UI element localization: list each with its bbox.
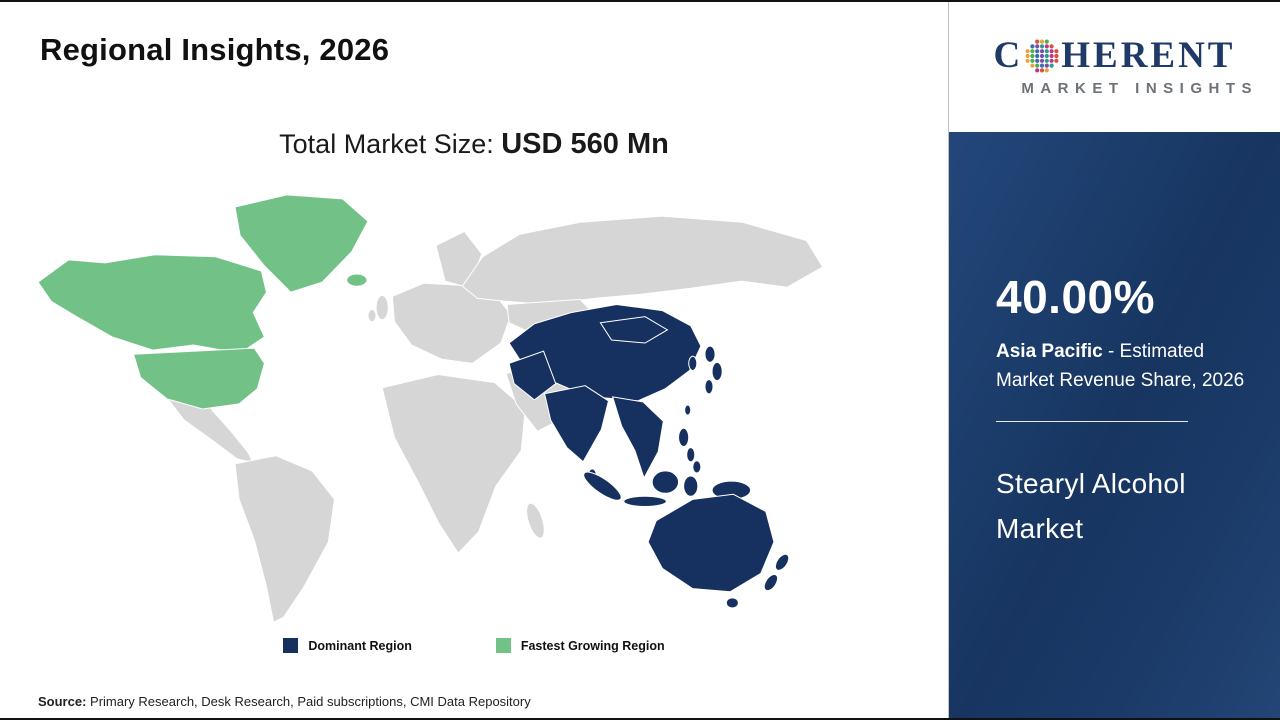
map-philippines-3 [692, 460, 702, 474]
map-region-north-america [37, 194, 369, 410]
map-japan-3 [704, 379, 714, 395]
total-market-size-label: Total Market Size: [279, 129, 502, 159]
region-name: Asia Pacific [996, 341, 1103, 362]
map-taiwan [684, 404, 692, 416]
fastest-growing-region-swatch [495, 638, 511, 653]
map-korea [688, 355, 698, 371]
map-region-rest-of-world [165, 215, 824, 623]
left-content-area: Regional Insights, 2026 Total Market Siz… [0, 2, 948, 718]
map-australia [647, 493, 775, 593]
map-madagascar [526, 502, 545, 539]
source-text: Primary Research, Desk Research, Paid su… [86, 694, 531, 709]
logo-letters-herent: HERENT [1061, 35, 1236, 76]
right-panel: C HERENT MARKET INSIGHTS 40.00% Asia Pac… [948, 2, 1280, 718]
world-map [32, 184, 844, 632]
dominant-region-label: Dominant Region [308, 638, 412, 653]
brand-logo: C HERENT MARKET INSIGHTS [949, 2, 1280, 132]
map-mongolia [599, 316, 669, 344]
source-label: Source: [38, 694, 87, 709]
map-borneo [651, 470, 680, 494]
map-southeast-asia [611, 396, 664, 480]
revenue-share-caption: Asia Pacific - Estimated Market Revenue … [996, 338, 1246, 395]
logo-globe-icon [1024, 38, 1060, 74]
dominant-region-swatch [283, 638, 299, 653]
legend-item-growing: Fastest Growing Region [495, 638, 665, 653]
map-canada-alaska [37, 254, 268, 354]
market-name: Stearyl Alcohol Market [996, 468, 1186, 544]
map-philippines-2 [686, 447, 696, 463]
map-region-asia-pacific [508, 303, 790, 609]
map-pakistan-afghanistan [508, 350, 557, 401]
total-market-size-value: USD 560 Mn [501, 128, 669, 160]
map-india [543, 385, 610, 463]
map-europe [391, 282, 512, 364]
map-sumatra [583, 471, 622, 501]
fastest-growing-region-label: Fastest Growing Region [520, 638, 665, 653]
map-usa [132, 347, 265, 410]
map-iceland [346, 273, 368, 287]
map-tasmania [725, 597, 739, 609]
panel-divider [996, 421, 1188, 422]
logo-letter-c: C [993, 35, 1024, 76]
region-description: - Estimated Market Revenue Share, 2026 [996, 341, 1245, 391]
logo-wordmark: C HERENT [994, 37, 1236, 74]
map-japan-1 [704, 345, 716, 363]
map-greenland [234, 194, 369, 293]
map-uk [375, 294, 389, 321]
map-africa [381, 373, 526, 554]
legend-item-dominant: Dominant Region [283, 638, 412, 653]
map-java [623, 495, 667, 507]
map-south-america [234, 455, 336, 623]
map-sulawesi [683, 475, 699, 497]
map-new-zealand-south [763, 574, 779, 592]
map-new-zealand-north [774, 553, 790, 571]
map-ireland [367, 309, 377, 323]
logo-subtext: MARKET INSIGHTS [1021, 80, 1258, 97]
world-map-svg [37, 194, 824, 623]
panel-content: 40.00% Asia Pacific - Estimated Market R… [996, 270, 1246, 552]
source-line: Source: Primary Research, Desk Research,… [38, 694, 531, 709]
total-market-size-line: Total Market Size: USD 560 Mn [0, 128, 948, 161]
map-philippines-1 [678, 427, 690, 448]
map-japan-2 [711, 361, 723, 382]
legend: Dominant Region Fastest Growing Region [0, 638, 948, 653]
map-russia [461, 215, 824, 305]
revenue-share-percent: 40.00% [996, 271, 1156, 323]
page-title: Regional Insights, 2026 [40, 32, 390, 67]
